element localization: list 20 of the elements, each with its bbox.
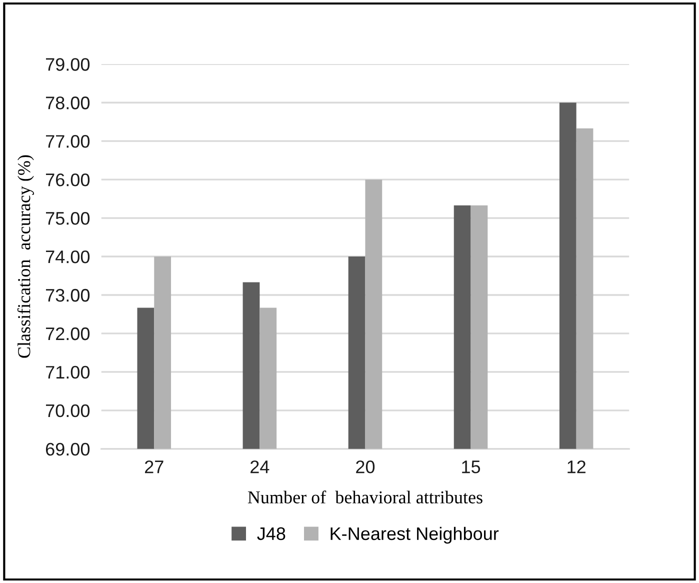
y-tick-label: 73.00 <box>46 288 90 302</box>
legend-label: K-Nearest Neighbour <box>330 526 499 544</box>
x-tick-label: 24 <box>250 460 270 474</box>
x-tick-label: 15 <box>462 460 480 474</box>
x-tick-label: 20 <box>356 460 375 474</box>
legend-label: J48 <box>257 527 286 540</box>
y-tick-label: 72.00 <box>46 327 90 340</box>
y-tick-label: 74.00 <box>46 250 90 264</box>
y-tick-label: 79.00 <box>46 58 90 71</box>
x-tick-label: 27 <box>144 460 164 474</box>
y-tick-label: 77.00 <box>46 135 90 148</box>
y-tick-label: 70.00 <box>46 404 90 418</box>
y-tick-label: 78.00 <box>46 96 90 110</box>
x-axis-title: Number of behavioral attributes <box>248 490 482 504</box>
y-tick-label: 76.00 <box>46 174 90 186</box>
y-tick-label: 69.00 <box>46 442 90 456</box>
y-axis-title: Classification accuracy (%) <box>17 155 34 358</box>
y-tick-label: 71.00 <box>46 366 90 379</box>
y-tick-label: 75.00 <box>46 212 90 225</box>
x-tick-label: 12 <box>568 460 586 474</box>
